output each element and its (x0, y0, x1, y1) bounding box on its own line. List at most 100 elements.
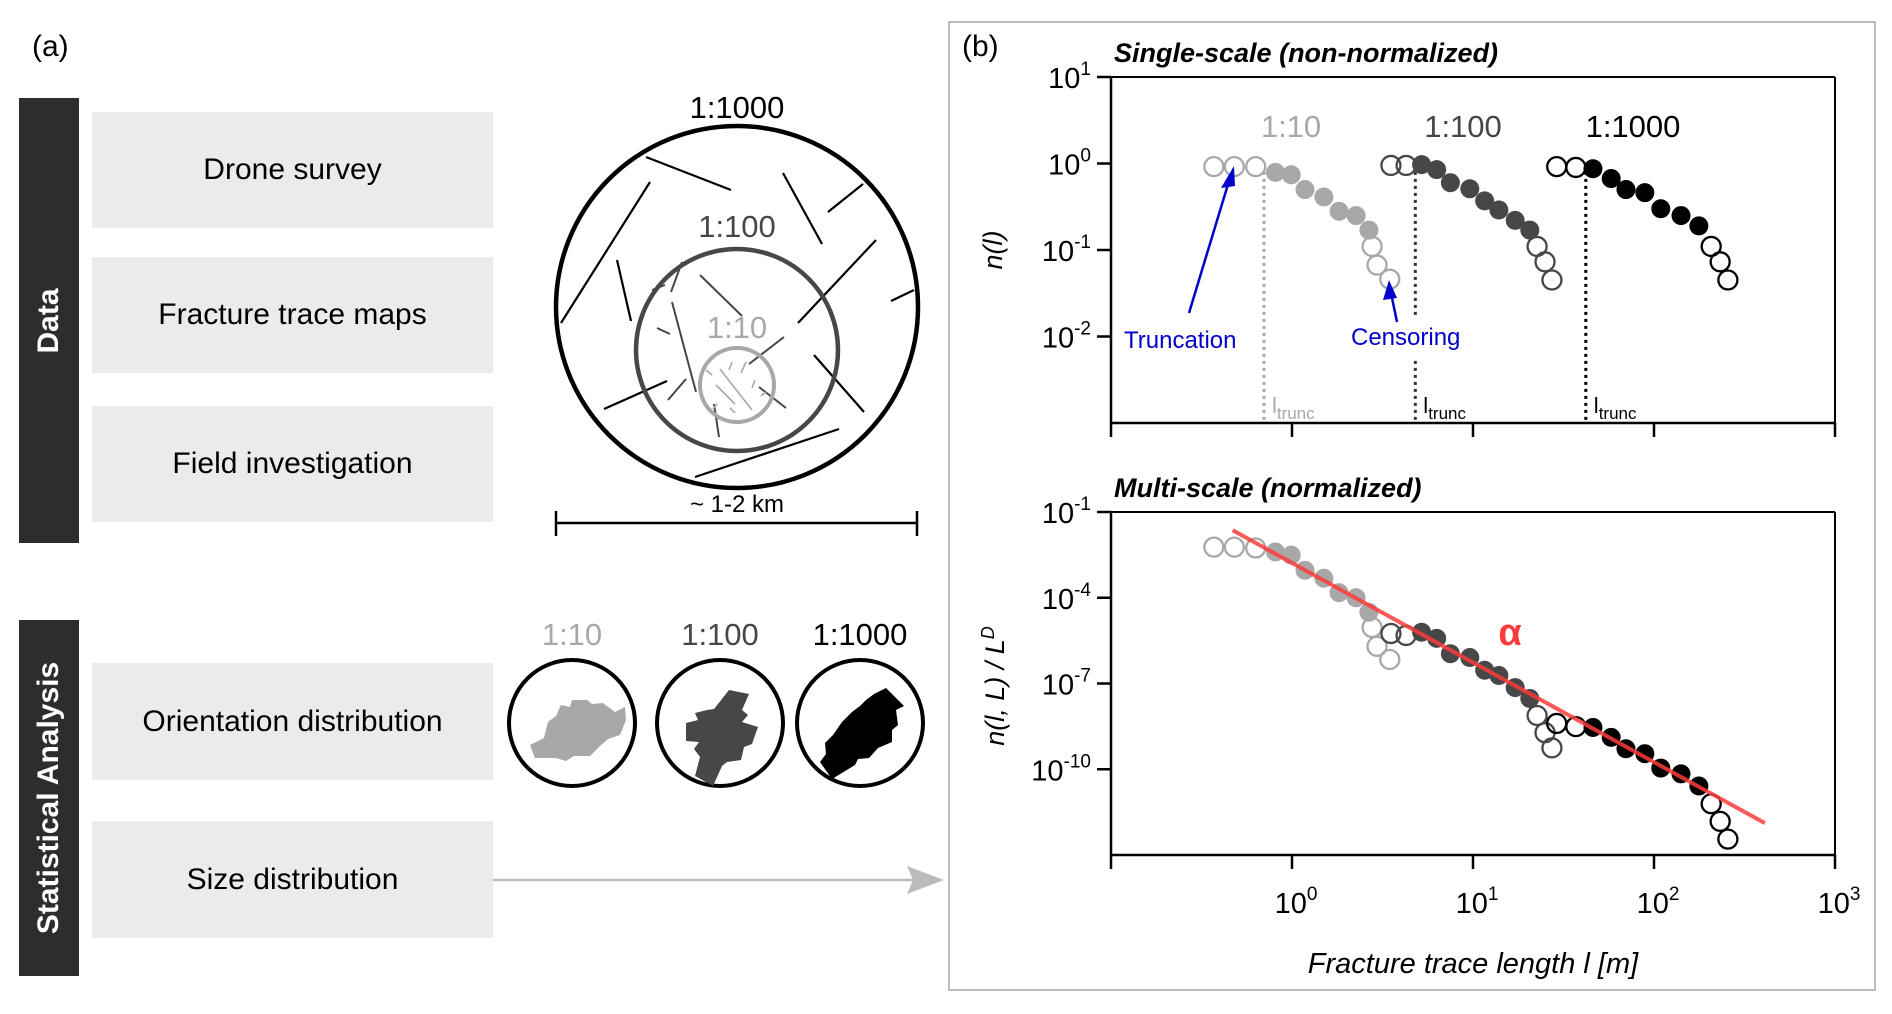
top-point-1:10-censored-0 (1361, 235, 1383, 258)
top-point-1:1000-censored-0 (1700, 235, 1722, 258)
rose-circle-1000 (795, 658, 925, 788)
size-distribution-arrow (493, 866, 944, 894)
rose-label-10: 1:10 (542, 617, 602, 652)
bottom-point-1:10-truncated-1 (1223, 536, 1245, 558)
top-point-1:100-fitted-7 (1520, 220, 1540, 240)
bottom-point-1:100-fitted-7 (1520, 688, 1540, 708)
bottom-ytick-label-0: 10-1 (1042, 494, 1091, 530)
top-point-1:100-fitted-6 (1505, 210, 1525, 230)
top-point-1:1000-censored-2 (1717, 269, 1739, 291)
bottom-xtick-label-1: 100 (1275, 884, 1318, 920)
bottom-point-1:1000-censored-2 (1717, 828, 1739, 850)
rose-petals-10 (530, 700, 626, 761)
fracture-traces-small (705, 361, 767, 414)
fracture-traces-large (560, 155, 915, 479)
rose-petals-1000 (820, 688, 904, 779)
truncation-arrowhead (1221, 166, 1235, 188)
top-point-1:1000-fitted-0 (1583, 159, 1603, 179)
l-trunc-label-1:10: ltrunc (1272, 393, 1315, 423)
bottom-xtick-label-2: 101 (1456, 884, 1499, 920)
bottom-ytick-label-3: 10-10 (1031, 751, 1091, 787)
top-point-1:1000-fitted-5 (1671, 206, 1691, 226)
censoring-label-bg (1337, 318, 1487, 358)
rose-diagrams: 1:10 1:100 1:1000 (507, 617, 925, 788)
circle-scale-10 (698, 346, 776, 424)
top-point-1:1000-fitted-6 (1689, 216, 1709, 236)
top-point-1:10-fitted-6 (1359, 220, 1379, 240)
scale-bar-label: ~ 1-2 km (690, 491, 784, 518)
bottom-point-1:1000-truncated-0 (1546, 712, 1568, 735)
panel-a-label: (a) (32, 30, 69, 63)
panel-b-frame (948, 21, 1876, 991)
data-section-bar: Data (19, 98, 79, 543)
rose-label-1000: 1:1000 (813, 617, 908, 652)
map-label-1000: 1:1000 (690, 90, 785, 125)
bottom-point-1:1000-censored-1 (1709, 810, 1731, 833)
series-label-1000: 1:1000 (1586, 109, 1681, 144)
top-point-1:10-fitted-0 (1265, 162, 1285, 182)
top-ytick-label-3: 10-2 (1042, 319, 1091, 355)
truncation-annotation: Truncation (1124, 166, 1237, 354)
top-point-1:10-fitted-4 (1329, 201, 1349, 221)
censoring-arrowhead (1383, 280, 1397, 300)
bottom-point-1:10-censored-0 (1361, 616, 1383, 639)
top-point-1:100-fitted-0 (1412, 155, 1432, 175)
chart-single-scale: Single-scale (non-normalized) 101 100 10-1… (978, 38, 1837, 437)
map-label-100: 1:100 (698, 209, 776, 244)
censoring-label: Censoring (1351, 324, 1460, 351)
rose-circle-100 (655, 658, 785, 788)
circle-scale-1000 (553, 123, 921, 491)
chart-bottom-title: Multi-scale (normalized) (1114, 473, 1422, 503)
censoring-annotation: Censoring (1337, 280, 1487, 358)
panel-a-graphics: 1:1000 1:100 1:10 ~ 1-2 km 1:10 1:100 1:… (493, 90, 944, 894)
bottom-xtick-label-3: 102 (1637, 884, 1680, 920)
bottom-point-1:10-censored-2 (1379, 648, 1401, 671)
bottom-point-1:100-censored-0 (1526, 704, 1548, 727)
chart-multi-scale: Multi-scale (normalized) 10-1 10-4 10-7 10-… (978, 473, 1860, 980)
top-point-1:100-fitted-1 (1427, 160, 1447, 180)
top-point-1:10-truncated-2 (1245, 155, 1267, 178)
chart-top-title: Single-scale (non-normalized) (1114, 38, 1498, 68)
chart-bottom-ylabel-main: n(l, L) / L (980, 639, 1010, 746)
series-label-100: 1:100 (1424, 109, 1502, 144)
top-point-1:1000-truncated-0 (1546, 155, 1568, 178)
rose-petals-100 (686, 690, 758, 786)
panel-b-label: (b) (962, 30, 999, 63)
top-point-1:1000-fitted-1 (1601, 169, 1621, 189)
bottom-ytick-label-2: 10-7 (1042, 666, 1091, 702)
bottom-point-1:100-truncated-0 (1380, 622, 1402, 645)
bottom-point-1:10-truncated-0 (1203, 536, 1225, 558)
field-investigation-box: Field investigation (92, 406, 493, 522)
top-point-1:10-fitted-5 (1346, 206, 1366, 226)
top-point-1:1000-censored-1 (1709, 251, 1731, 273)
bottom-xtick-label-4: 103 (1818, 884, 1861, 920)
scale-bar (554, 511, 919, 536)
top-point-1:1000-fitted-4 (1651, 199, 1671, 219)
bottom-point-1:100-censored-2 (1541, 737, 1563, 759)
bottom-point-1:10-censored-1 (1366, 635, 1388, 657)
orientation-distribution-box: Orientation distribution (92, 663, 493, 780)
circle-scale-100 (633, 246, 841, 454)
series-label-10: 1:10 (1261, 109, 1321, 144)
power-law-fit-line (1231, 528, 1766, 825)
top-point-1:100-fitted-4 (1475, 191, 1495, 211)
chart-bottom-ylabel-sup: D (978, 626, 998, 639)
top-point-1:100-fitted-2 (1440, 173, 1460, 193)
top-point-1:10-fitted-1 (1281, 165, 1301, 185)
top-point-1:100-fitted-5 (1489, 200, 1509, 220)
truncation-label: Truncation (1124, 327, 1237, 354)
chart-bottom-xlabel: Fracture trace length l [m] (1308, 948, 1639, 980)
analysis-section-bar: Statistical Analysis (19, 620, 79, 976)
chart-bottom-ylabel: n(l, L) / LD (978, 626, 1010, 746)
top-point-1:10-fitted-3 (1314, 187, 1334, 207)
map-label-10: 1:10 (707, 310, 767, 345)
fracture-trace-maps-box: Fracture trace maps (92, 257, 493, 373)
top-ytick-label-2: 10-1 (1042, 232, 1091, 268)
top-ytick-label-1: 100 (1048, 146, 1091, 182)
top-point-1:10-fitted-2 (1295, 180, 1315, 200)
top-point-1:100-truncated-0 (1380, 154, 1402, 177)
bottom-ytick-label-1: 10-4 (1042, 580, 1092, 616)
alpha-label: α (1498, 612, 1521, 654)
rose-label-100: 1:100 (681, 617, 759, 652)
